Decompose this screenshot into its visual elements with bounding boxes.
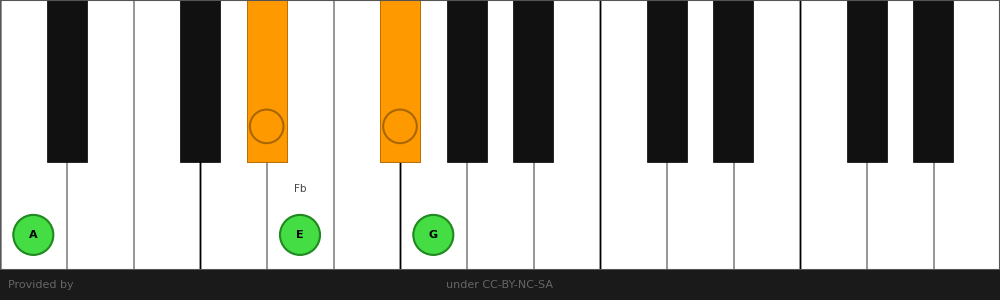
- Text: A: A: [29, 230, 38, 240]
- Bar: [913, 0, 953, 162]
- Bar: [601, 0, 666, 269]
- Text: Fb: Fb: [294, 184, 306, 194]
- Bar: [847, 0, 887, 162]
- Bar: [734, 0, 799, 269]
- Bar: [0, 270, 1000, 300]
- Text: G: G: [429, 230, 438, 240]
- Bar: [67, 0, 133, 269]
- Circle shape: [250, 110, 283, 143]
- Bar: [380, 0, 420, 162]
- Bar: [380, 0, 420, 162]
- Circle shape: [13, 215, 53, 255]
- Bar: [447, 0, 487, 162]
- Circle shape: [413, 215, 453, 255]
- Bar: [801, 0, 866, 269]
- Bar: [513, 0, 553, 162]
- Bar: [201, 0, 266, 269]
- Bar: [47, 0, 87, 162]
- Bar: [134, 0, 199, 269]
- Bar: [647, 0, 687, 162]
- Text: E: E: [296, 230, 304, 240]
- Circle shape: [280, 215, 320, 255]
- Bar: [247, 0, 287, 162]
- Bar: [401, 0, 466, 269]
- Bar: [267, 0, 333, 269]
- Bar: [247, 0, 287, 162]
- Bar: [534, 0, 599, 269]
- Text: under CC-BY-NC-SA: under CC-BY-NC-SA: [446, 280, 554, 290]
- Bar: [467, 0, 533, 269]
- Bar: [334, 0, 399, 269]
- Bar: [1, 0, 66, 269]
- Circle shape: [383, 110, 417, 143]
- Bar: [713, 0, 753, 162]
- Bar: [867, 0, 933, 269]
- Bar: [667, 0, 733, 269]
- Text: Provided by: Provided by: [8, 280, 74, 290]
- Bar: [180, 0, 220, 162]
- Bar: [934, 0, 999, 269]
